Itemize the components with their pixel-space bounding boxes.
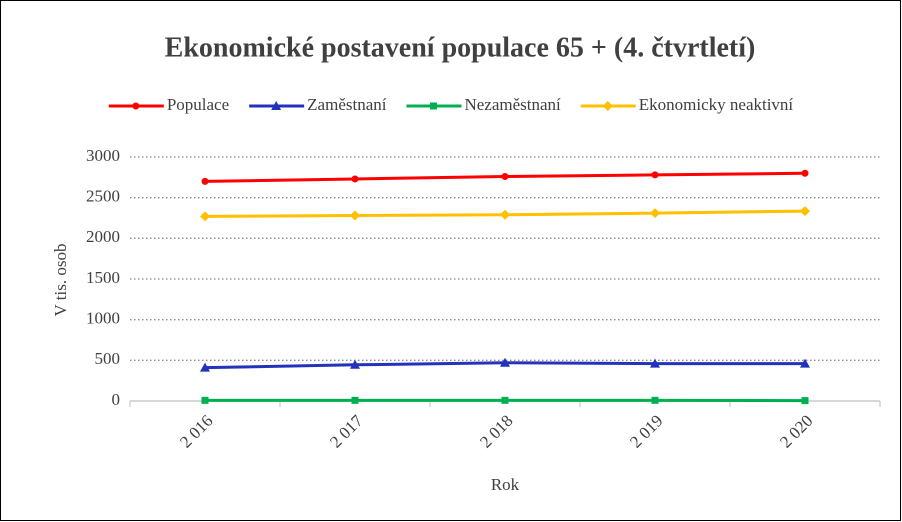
data-point (351, 396, 359, 404)
data-point (651, 171, 659, 179)
data-point (201, 396, 209, 404)
legend: Populace Zaměstnaní Nezaměstnaní Ekonomicky… (108, 95, 794, 114)
y-tick-label: 2500 (86, 187, 120, 206)
data-point (500, 357, 510, 367)
y-tick-label: 3000 (86, 146, 120, 165)
y-tick-label: 1500 (86, 268, 120, 287)
data-point (501, 173, 509, 181)
data-point (501, 396, 509, 404)
data-point (800, 206, 810, 217)
legend-marker (271, 101, 282, 110)
data-point (351, 175, 359, 183)
legend-marker (602, 101, 613, 111)
data-point (201, 177, 209, 185)
legend-label: Populace (167, 95, 229, 114)
chart-title: Ekonomické postavení populace 65 + (4. č… (165, 32, 756, 63)
data-point (650, 208, 660, 219)
data-point (801, 169, 809, 177)
data-point (650, 358, 660, 368)
legend-marker (429, 102, 437, 110)
legend-marker (132, 102, 140, 110)
legend-label: Ekonomicky neaktivní (639, 95, 794, 114)
data-point (200, 211, 210, 222)
data-point (651, 396, 659, 404)
legend-label: Zaměstnaní (307, 95, 387, 114)
data-point (800, 358, 810, 368)
y-tick-label: 0 (112, 390, 121, 409)
y-axis-label: V tis. osob (51, 244, 70, 317)
y-tick-label: 2000 (86, 227, 120, 246)
y-tick-label: 500 (95, 349, 121, 368)
data-point (350, 210, 360, 221)
data-point (350, 359, 360, 369)
data-point (200, 362, 210, 372)
y-tick-label: 1000 (86, 309, 120, 328)
data-point (801, 397, 809, 405)
legend-label: Nezaměstnaní (464, 95, 561, 114)
data-point (500, 209, 510, 220)
x-axis-label: Rok (491, 475, 520, 494)
